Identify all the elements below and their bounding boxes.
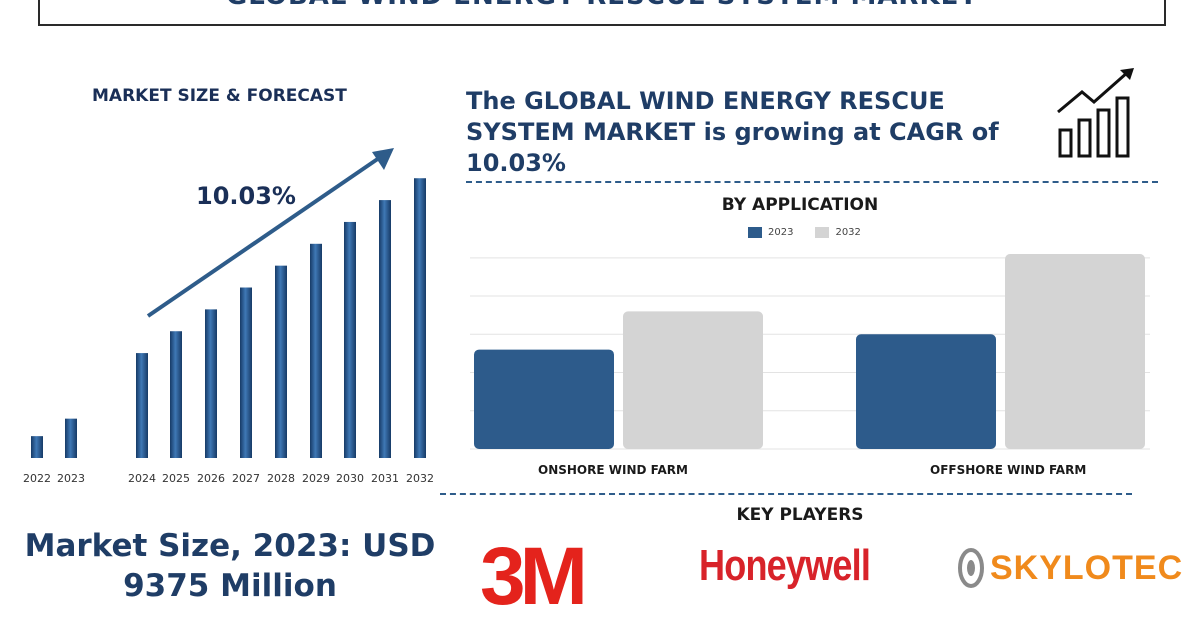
application-chart: [470, 254, 1150, 450]
forecast-bar-2029: [310, 243, 322, 458]
forecast-tick-2030: 2030: [336, 472, 364, 485]
section-divider: [440, 493, 1132, 495]
forecast-bar-2032: [414, 178, 426, 458]
forecast-tick-2028: 2028: [267, 472, 295, 485]
growth-chart-icon: [1057, 68, 1134, 158]
skylotec-logo: SKYLOTEC: [958, 548, 1183, 588]
key-players-title: KEY PLAYERS: [736, 505, 864, 525]
market-size-text: Market Size, 2023: USD 9375 Million: [24, 528, 436, 604]
page-title: GLOBAL WIND ENERGY RESCUE SYSTEM MARKET: [226, 0, 978, 11]
forecast-tick-2025: 2025: [162, 472, 190, 485]
honeywell-logo: Honeywell: [699, 541, 871, 590]
trend-arrow: [146, 154, 384, 318]
application-legend: 2023 2032: [748, 227, 883, 238]
forecast-bar-2026: [205, 309, 217, 458]
forecast-tick-2029: 2029: [302, 472, 330, 485]
cagr-annotation: 10.03%: [196, 182, 296, 210]
forecast-bar-2027: [240, 287, 252, 458]
skylotec-emblem-icon: [958, 548, 984, 588]
forecast-bar-2031: [379, 200, 391, 458]
forecast-bar-2030: [344, 221, 356, 458]
forecast-bar-2025: [170, 331, 182, 458]
legend-label-2023: 2023: [768, 227, 794, 238]
forecast-chart: 2022 2023 2024 2025 2026 2027 2028 2029 2030 2031…: [23, 148, 434, 485]
forecast-bar-2028: [275, 265, 287, 458]
legend-item-2032: 2032: [815, 227, 861, 238]
forecast-bar-2022: [31, 436, 43, 458]
forecast-tick-2032: 2032: [406, 472, 434, 485]
category-label-onshore: ONSHORE WIND FARM: [538, 463, 688, 477]
category-label-offshore: OFFSHORE WIND FARM: [930, 463, 1087, 477]
forecast-chart-title: MARKET SIZE & FORECAST: [92, 86, 347, 106]
section-divider: [466, 181, 1158, 183]
forecast-tick-2031: 2031: [371, 472, 399, 485]
forecast-tick-2027: 2027: [232, 472, 260, 485]
forecast-tick-2023: 2023: [57, 472, 85, 485]
legend-label-2032: 2032: [835, 227, 861, 238]
forecast-bar-2023: [65, 418, 77, 458]
application-bar-offshore-2032: [1005, 254, 1145, 449]
application-bar-onshore-2032: [623, 311, 763, 449]
legend-item-2023: 2023: [748, 227, 793, 238]
forecast-tick-2024: 2024: [128, 472, 156, 485]
3m-logo: 3M: [480, 531, 588, 622]
skylotec-logo-text: SKYLOTEC: [990, 548, 1184, 587]
title-banner: GLOBAL WIND ENERGY RESCUE SYSTEM MARKET: [38, 0, 1166, 26]
application-chart-title: BY APPLICATION: [721, 195, 879, 215]
trend-arrowhead: [372, 148, 394, 170]
application-bar-offshore-2023: [856, 334, 996, 449]
forecast-bar-2024: [136, 353, 148, 458]
forecast-tick-2026: 2026: [197, 472, 225, 485]
application-bar-onshore-2023: [474, 349, 614, 449]
cagr-headline: The GLOBAL WIND ENERGY RESCUE SYSTEM MAR…: [466, 87, 999, 177]
forecast-tick-2022: 2022: [23, 472, 51, 485]
